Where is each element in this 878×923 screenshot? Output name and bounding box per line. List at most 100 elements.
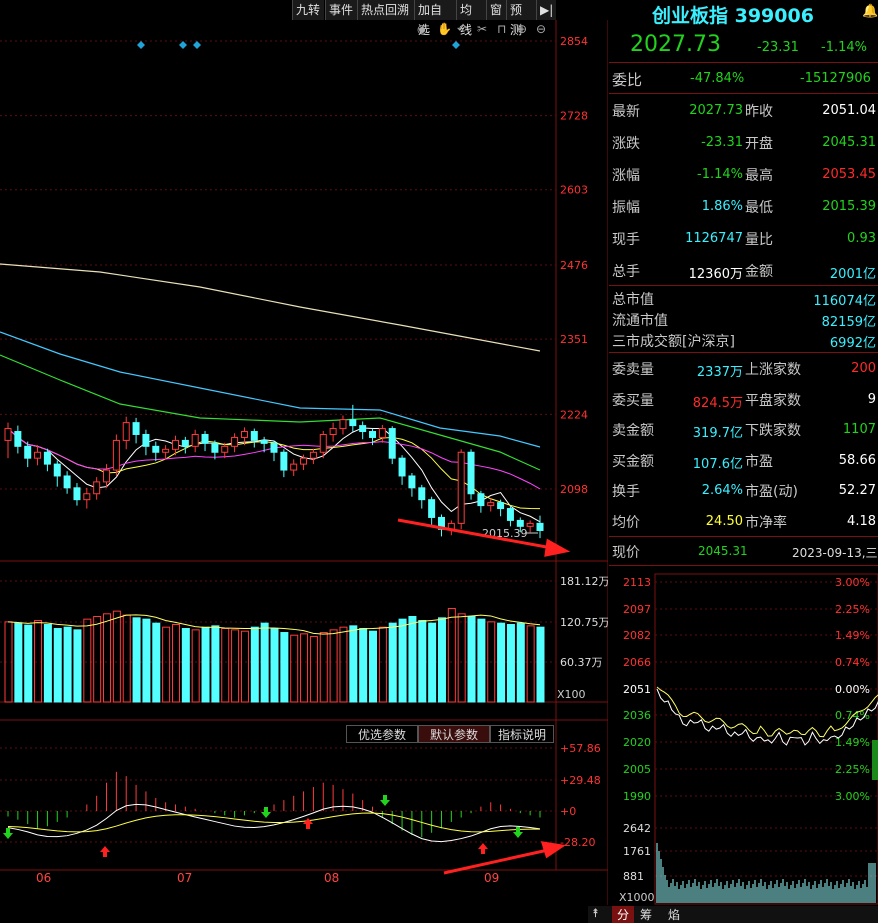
current-date: 2023-09-13,三 bbox=[792, 546, 878, 560]
macd-dea-line bbox=[7, 812, 541, 833]
volume-bar bbox=[418, 619, 427, 703]
toolbar-button[interactable]: 均线 bbox=[456, 0, 486, 37]
tab-optimized-params[interactable]: 优选参数 bbox=[346, 725, 418, 743]
market-label: 流通市值 bbox=[612, 313, 668, 329]
intraday-price-label: 1990 bbox=[623, 790, 651, 803]
quote-value: 1126747 bbox=[685, 231, 743, 246]
sell-signal-icon bbox=[3, 828, 13, 839]
hand-icon[interactable]: ✋ bbox=[437, 22, 452, 36]
quote-label: 昨收 bbox=[745, 104, 773, 120]
volume-bar bbox=[83, 618, 92, 703]
zoom-in-icon[interactable]: ⊕ bbox=[517, 22, 528, 36]
undo-icon[interactable]: ↶ bbox=[457, 22, 468, 36]
event-marker bbox=[193, 41, 201, 49]
quote-value: 1.86% bbox=[701, 199, 743, 214]
volume-bar bbox=[290, 634, 299, 703]
volume-bar bbox=[319, 632, 328, 703]
volume-bar bbox=[477, 618, 486, 703]
lock-icon[interactable]: ⊓ bbox=[497, 22, 507, 36]
kline-chart[interactable]: 2854 2728 2603 2476 2351 2224 2098 181.12万 120.7… bbox=[0, 20, 608, 905]
stat-value: 52.27 bbox=[838, 483, 876, 498]
volume-axis-label: 60.37万 bbox=[560, 656, 603, 669]
month-label: 07 bbox=[177, 871, 192, 885]
stat-label: 下跌家数 bbox=[745, 423, 801, 439]
volume-bar bbox=[526, 625, 535, 703]
volume-bar bbox=[487, 621, 496, 703]
market-row: 流通市值 82159亿 bbox=[612, 309, 878, 330]
stat-row: 委卖量 2337万 上涨家数 200 bbox=[612, 356, 878, 386]
volume-ma-line bbox=[7, 614, 541, 635]
candle-body bbox=[280, 451, 288, 471]
candle-body bbox=[112, 439, 120, 471]
stat-value: 58.66 bbox=[838, 452, 876, 468]
volume-bar bbox=[428, 622, 437, 703]
quote-value: 2001亿 bbox=[829, 267, 876, 282]
toolbar-button[interactable]: 热点回溯 bbox=[357, 0, 414, 20]
quote-row: 涨跌 -23.31 开盘 2045.31 bbox=[612, 128, 878, 158]
volume-bar bbox=[132, 617, 141, 703]
sell-signal-icon bbox=[380, 795, 390, 806]
intraday-vol-label: 881 bbox=[623, 870, 644, 883]
trend-arrow bbox=[397, 518, 553, 550]
volume-bar bbox=[34, 619, 43, 703]
quote-label: 涨跌 bbox=[612, 136, 640, 152]
bell-icon[interactable]: 🔔 bbox=[862, 4, 878, 19]
tab-indicator-help[interactable]: 指标说明 bbox=[490, 725, 554, 743]
scrollbar[interactable] bbox=[872, 740, 878, 780]
intraday-vol-label: 1761 bbox=[623, 845, 651, 858]
tab-chou[interactable]: 筹 bbox=[640, 908, 653, 922]
toolbar-button[interactable]: 事件 bbox=[325, 0, 357, 20]
intraday-pct-label: 1.49% bbox=[835, 736, 870, 749]
volume-bar bbox=[457, 613, 466, 703]
volume-bar bbox=[339, 626, 348, 703]
toolbar-button[interactable]: 窗 bbox=[486, 0, 506, 20]
toolbar-button[interactable]: 预测 bbox=[506, 0, 536, 37]
volume-bar bbox=[152, 622, 161, 703]
stat-value: 1107 bbox=[842, 422, 876, 437]
eye-icon[interactable]: ◉ bbox=[417, 22, 428, 36]
quote-label: 总手 bbox=[612, 264, 640, 280]
quote-value: 2045.31 bbox=[822, 135, 876, 150]
intraday-pct-label: 2.25% bbox=[835, 603, 870, 616]
header-price: 2027.73 bbox=[630, 32, 721, 57]
volume-bar bbox=[122, 614, 131, 703]
tab-yan[interactable]: 焰 bbox=[668, 908, 681, 922]
candle-body bbox=[408, 475, 416, 489]
scissors-icon[interactable]: ✂ bbox=[477, 22, 488, 36]
quote-row: 振幅 1.86% 最低 2015.39 bbox=[612, 192, 878, 222]
quote-value: 2027.73 bbox=[689, 103, 743, 118]
quote-label: 量比 bbox=[745, 232, 773, 248]
candle-body bbox=[132, 422, 140, 435]
volume-bar bbox=[369, 630, 378, 703]
event-marker bbox=[179, 41, 187, 49]
toolbar-button[interactable]: 九转 bbox=[292, 0, 324, 20]
stat-row: 卖金额 319.7亿 下跌家数 1107 bbox=[612, 417, 878, 447]
candle-body bbox=[152, 445, 160, 453]
intraday-chart[interactable]: 2113 3.00% 2097 2.25% 2082 1.49% 2066 0.74% 2051… bbox=[609, 566, 878, 906]
volume-bar bbox=[162, 626, 171, 703]
volume-bar bbox=[329, 629, 338, 703]
price-axis-label: 2476 bbox=[560, 259, 588, 272]
market-value: 116074亿 bbox=[813, 294, 876, 309]
macd-dif-line bbox=[7, 803, 541, 843]
scroll-top-icon[interactable]: ⯭ bbox=[592, 906, 600, 920]
volume-bar bbox=[181, 628, 190, 703]
candle-body bbox=[536, 522, 544, 531]
market-label: 三市成交额[沪深京] bbox=[612, 334, 735, 350]
sell-signal-icon bbox=[261, 807, 271, 818]
tab-default-params[interactable]: 默认参数 bbox=[418, 725, 490, 743]
volume-bar bbox=[24, 624, 33, 703]
header-change: -23.31 bbox=[757, 40, 799, 55]
candle-body bbox=[467, 451, 475, 495]
toolbar-button[interactable]: 加自选 bbox=[414, 0, 456, 37]
quote-label: 金额 bbox=[745, 264, 773, 280]
volume-bar bbox=[240, 630, 249, 703]
ma60-line bbox=[0, 354, 541, 471]
exit-button[interactable]: ▶| bbox=[536, 0, 556, 20]
zoom-out-icon[interactable]: ⊖ bbox=[536, 22, 547, 36]
tab-fen[interactable]: 分 bbox=[612, 906, 634, 923]
candle-body bbox=[506, 508, 514, 521]
candle-body bbox=[53, 463, 61, 477]
candle-body bbox=[93, 481, 101, 495]
volume-bar bbox=[378, 626, 387, 703]
